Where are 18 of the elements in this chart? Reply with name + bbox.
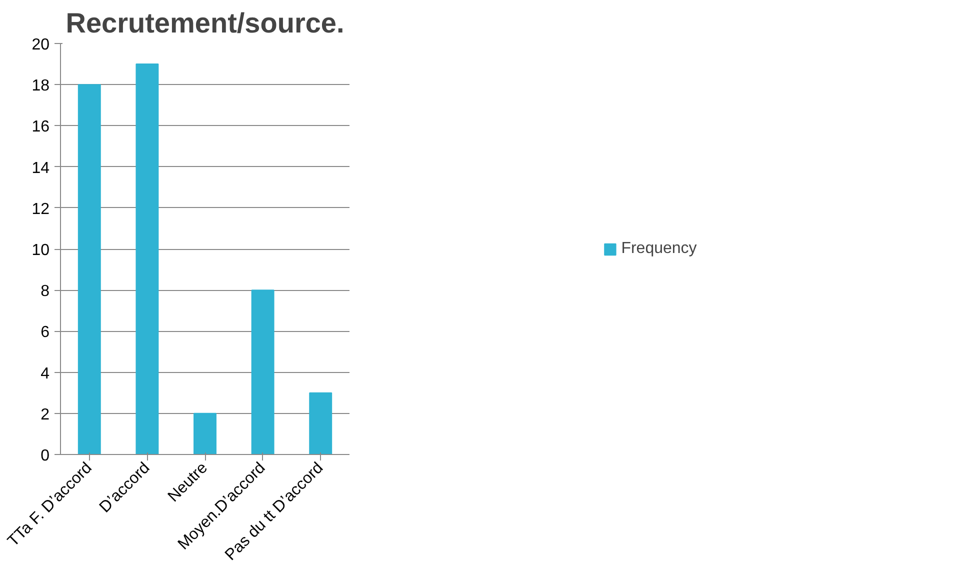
bar	[309, 392, 332, 454]
y-tick-label: 10	[32, 242, 50, 259]
chart-title: Recrutement/source.	[66, 8, 344, 38]
bar	[194, 412, 216, 454]
y-tick-label: 14	[32, 160, 50, 177]
y-tick-label: 2	[40, 406, 50, 424]
bar	[251, 290, 274, 454]
legend-label: Frequency	[621, 240, 697, 258]
y-tick-label: 12	[32, 200, 50, 218]
y-tick-label: 0	[40, 448, 50, 464]
y-tick-label: 4	[40, 365, 50, 382]
y-tick-label: 6	[40, 324, 50, 342]
bar	[78, 84, 101, 454]
y-tick-label: 20	[32, 36, 50, 54]
bar	[136, 64, 159, 454]
y-tick-label: 16	[32, 118, 50, 136]
y-tick-label: 18	[32, 78, 50, 95]
y-tick-label: 8	[40, 283, 50, 300]
